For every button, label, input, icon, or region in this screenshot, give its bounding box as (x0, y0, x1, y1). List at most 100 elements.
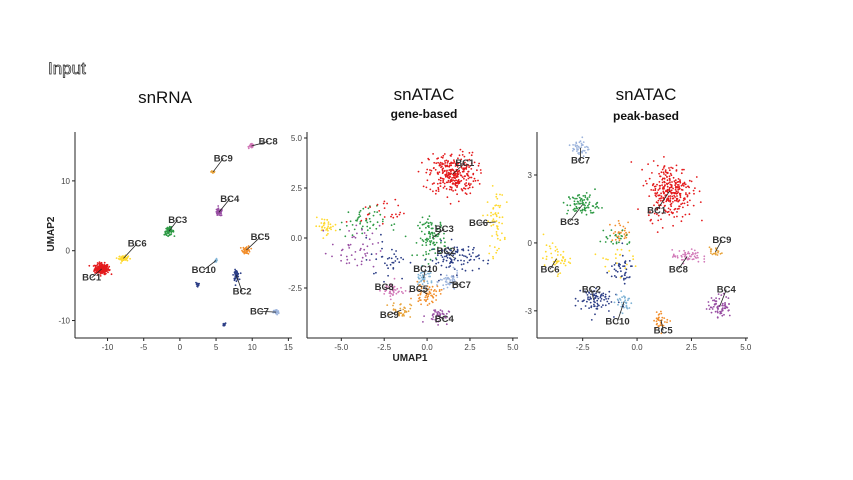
point-bc2 (442, 260, 444, 263)
point-bc2 (444, 249, 447, 251)
point-bc6 (501, 194, 504, 196)
point-bc2 (595, 307, 598, 310)
point-bc1 (680, 184, 683, 187)
point-bc10 (422, 271, 424, 274)
point-bc10 (623, 306, 625, 309)
point-bc2 (595, 287, 597, 290)
point-bc1 (656, 202, 659, 204)
axes-layer: -5.0 -2.5 0.0 2.5 5.0-2.50.02.55.0 (288, 132, 519, 352)
point-bc5 (424, 296, 427, 299)
point-bc1 (669, 203, 672, 206)
point-bc1 (647, 163, 649, 166)
point-bc2 (441, 256, 444, 258)
point-bc3 (576, 203, 578, 205)
point-bc2 (438, 250, 441, 253)
point-bc3 (595, 205, 598, 208)
point-bc2 (198, 282, 201, 285)
point-bc1 (468, 166, 470, 169)
point-bc1 (465, 182, 468, 184)
point-bc4 (727, 297, 730, 299)
point-bc1 (457, 178, 460, 181)
figure-header: Input (48, 59, 86, 78)
point-bc4 (354, 251, 357, 253)
point-bc1 (664, 170, 667, 173)
point-bc1 (99, 275, 102, 277)
point-bc2 (445, 255, 448, 258)
point-bc5 (655, 311, 658, 313)
point-bc1 (672, 187, 674, 190)
point-bc6 (549, 247, 552, 250)
point-bc1 (366, 213, 369, 216)
point-bc1 (450, 172, 452, 175)
point-bc6 (322, 224, 325, 227)
point-bc1 (444, 162, 447, 164)
point-bc2 (622, 265, 624, 268)
point-bc3 (594, 188, 596, 191)
point-bc1 (669, 197, 672, 200)
point-bc2 (395, 255, 397, 258)
point-bc4 (432, 316, 435, 318)
point-bc1 (466, 159, 469, 162)
point-bc1 (676, 208, 679, 210)
point-bc1 (104, 266, 107, 268)
point-bc2 (478, 267, 480, 270)
point-bc1 (450, 164, 453, 167)
point-bc1 (654, 192, 657, 195)
point-bc9 (716, 254, 719, 256)
x-tick-label: 5.0 (740, 343, 752, 352)
point-bc3 (428, 240, 431, 243)
point-bc2 (590, 306, 593, 309)
point-bc3 (393, 223, 396, 226)
point-bc3 (428, 215, 431, 218)
point-bc1 (472, 173, 475, 176)
point-bc4 (439, 309, 442, 311)
label-leader-line (259, 310, 277, 313)
point-bc1 (376, 203, 379, 206)
point-bc9 (409, 307, 412, 310)
point-bc5 (247, 252, 250, 255)
point-bc1 (436, 182, 439, 185)
point-bc1 (479, 169, 482, 171)
point-bc1 (429, 173, 431, 176)
point-bc1 (658, 194, 661, 197)
label-leader-line (617, 301, 625, 322)
point-bc5 (242, 248, 245, 251)
point-bc2 (613, 268, 616, 271)
label-leader-line (569, 204, 584, 223)
point-bc2 (370, 253, 373, 256)
point-bc6 (505, 201, 508, 204)
point-bc4 (348, 230, 350, 232)
point-bc1 (653, 185, 656, 188)
point-bc6 (545, 244, 548, 247)
point-bc1 (446, 173, 448, 175)
point-bc1 (658, 172, 660, 175)
point-bc10 (417, 273, 420, 276)
point-bc1 (688, 213, 691, 216)
point-bc4 (710, 297, 713, 299)
point-bc10 (630, 302, 633, 305)
point-bc2 (602, 292, 605, 295)
point-bc2 (621, 275, 623, 277)
point-bc1 (667, 189, 669, 192)
point-bc2 (587, 298, 589, 300)
point-bc1 (669, 208, 672, 211)
point-bc1 (678, 192, 681, 195)
point-bc1 (685, 193, 687, 196)
axes-layer: -2.5 0.0 2.5 5.0-303 (525, 132, 752, 352)
point-bc1 (473, 177, 476, 180)
point-bc3 (584, 204, 586, 207)
point-bc3 (615, 241, 618, 244)
point-bc7 (583, 149, 586, 152)
point-bc1 (666, 172, 669, 175)
point-bc1 (463, 187, 466, 190)
point-bc2 (239, 272, 242, 275)
point-bc4 (363, 232, 366, 234)
point-bc8 (392, 294, 394, 296)
point-bc2 (600, 294, 602, 296)
point-bc8 (696, 254, 699, 257)
point-bc8 (389, 295, 392, 297)
point-bc6 (491, 185, 494, 187)
point-bc6 (554, 246, 557, 248)
